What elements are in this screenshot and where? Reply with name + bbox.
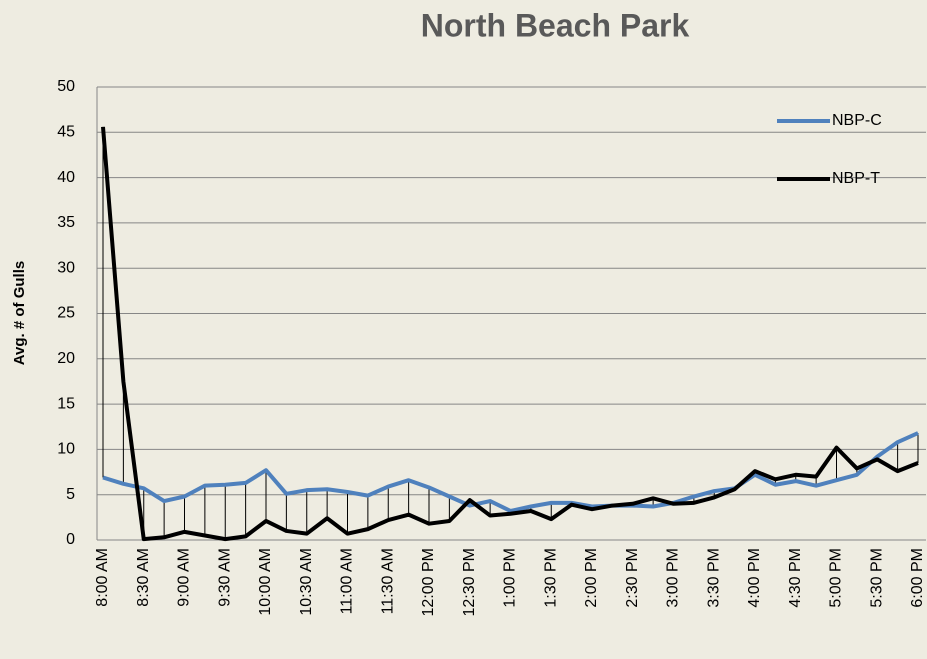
x-tick-label: 8:30 AM xyxy=(135,548,152,607)
y-tick-label: 10 xyxy=(57,441,75,458)
x-tick-label: 2:30 PM xyxy=(624,548,641,608)
series-line xyxy=(101,126,919,542)
x-tick-label: 12:30 PM xyxy=(461,548,478,616)
x-tick-label: 10:30 AM xyxy=(298,548,315,616)
x-tick-label: 3:30 PM xyxy=(705,548,722,608)
x-tick-label: 5:30 PM xyxy=(868,548,885,608)
x-tick-label: 1:00 PM xyxy=(502,548,519,608)
x-tick-label: 4:00 PM xyxy=(746,548,763,608)
x-tick-label: 2:00 PM xyxy=(583,548,600,608)
y-tick-label: 35 xyxy=(57,214,75,231)
x-tick-label: 1:30 PM xyxy=(542,548,559,608)
x-tick-label: 12:00 PM xyxy=(420,548,437,616)
x-tick-label: 11:30 AM xyxy=(379,548,396,614)
y-tick-label: 40 xyxy=(57,169,75,186)
y-tick-label: 25 xyxy=(57,305,75,322)
y-tick-label: 15 xyxy=(57,395,75,412)
x-tick-label: 9:00 AM xyxy=(176,548,193,607)
y-tick-label: 0 xyxy=(66,531,75,548)
x-tick-label: 9:30 AM xyxy=(216,548,233,607)
y-tick-label: 50 xyxy=(57,78,75,95)
y-tick-label: 20 xyxy=(57,350,75,367)
x-tick-label: 8:00 AM xyxy=(94,548,111,607)
x-tick-label: 4:30 PM xyxy=(787,548,804,608)
y-tick-label: 30 xyxy=(57,259,75,276)
legend-label: NBP-T xyxy=(832,170,880,187)
x-tick-label: 6:00 PM xyxy=(909,548,926,608)
series-line xyxy=(102,431,919,514)
legend-label: NBP-C xyxy=(832,112,882,129)
chart-title: North Beach Park xyxy=(421,7,690,43)
y-tick-label: 5 xyxy=(66,486,75,503)
x-tick-label: 11:00 AM xyxy=(339,548,356,614)
x-tick-label: 10:00 AM xyxy=(257,548,274,616)
y-axis-title: Avg. # of Gulls xyxy=(11,261,28,365)
x-tick-label: 5:00 PM xyxy=(828,548,845,608)
y-tick-label: 45 xyxy=(57,124,75,141)
x-tick-label: 3:00 PM xyxy=(665,548,682,608)
